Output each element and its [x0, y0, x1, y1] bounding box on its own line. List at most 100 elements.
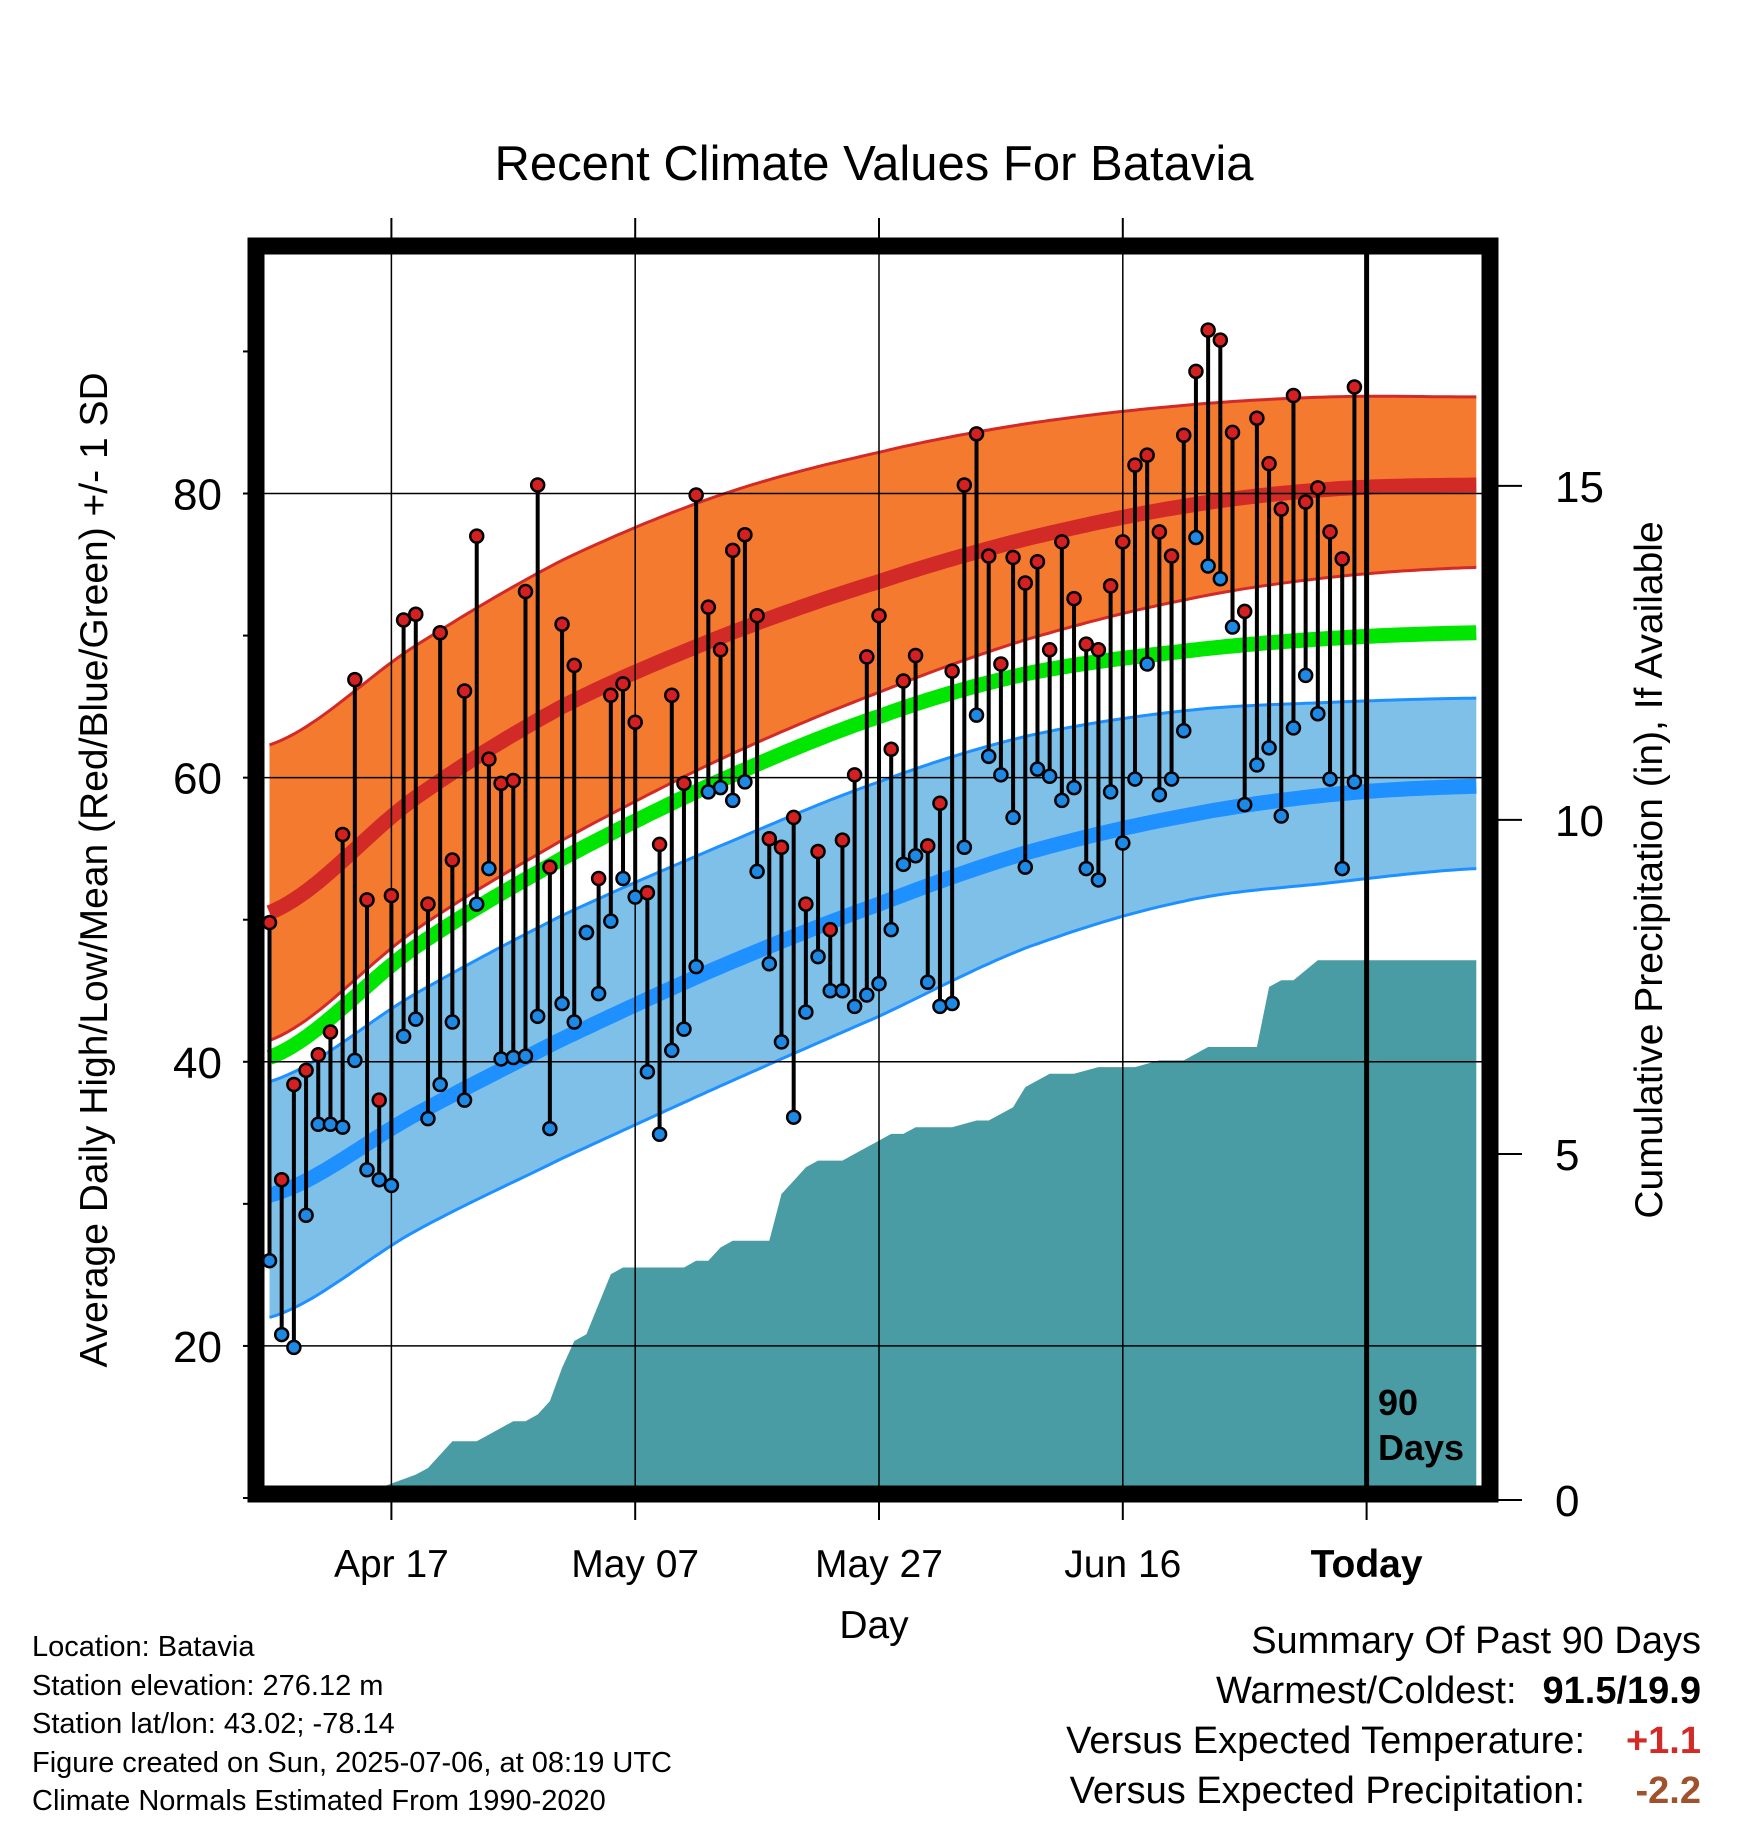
daily-low-point: [712, 779, 729, 796]
daily-high-point: [1041, 642, 1058, 658]
x-axis-label: Day: [839, 1604, 909, 1647]
daily-low-point: [1005, 809, 1021, 826]
daily-low-point: [359, 1162, 375, 1178]
low-sd-band-lower-edge: [269, 867, 1477, 1319]
y-axis-label: Average Daily High/Low/Mean (Red/Blue/Gr…: [73, 372, 116, 1367]
info-created: Figure created on Sun, 2025-07-06, at 08…: [32, 1746, 672, 1779]
warm-cold-value: 91.5/19.9: [1542, 1670, 1701, 1712]
daily-low-point: [1090, 872, 1107, 888]
daily-high-point: [676, 775, 692, 792]
daily-high-point: [566, 657, 582, 674]
plot-area: [261, 252, 1484, 1488]
daily-low-point: [444, 1014, 461, 1030]
daily-high-point: [1090, 642, 1107, 658]
high-sd-band-lower-edge: [268, 565, 1477, 1042]
daily-low-point: [1249, 757, 1265, 773]
daily-low-point: [432, 1076, 448, 1093]
daily-high-point: [846, 767, 863, 783]
daily-low-point: [846, 998, 863, 1015]
low-normal-line: [267, 778, 1477, 1203]
daily-high-point: [1236, 603, 1253, 620]
daily-high-point: [810, 843, 826, 860]
daily-high-point: [1078, 636, 1094, 652]
temp-anomaly-value: +1.1: [1625, 1720, 1701, 1762]
daily-high-point: [481, 751, 497, 767]
daily-high-point: [505, 772, 522, 789]
daily-high-point: [298, 1062, 314, 1079]
daily-high-point: [932, 795, 948, 811]
daily-low-point: [944, 995, 960, 1012]
daily-low-point: [456, 1092, 473, 1108]
daily-low-point: [1054, 792, 1070, 809]
daily-high-point: [529, 477, 546, 493]
daily-high-point: [834, 832, 851, 848]
daily-high-point: [749, 607, 765, 624]
daily-low-point: [980, 748, 997, 765]
daily-high-point: [785, 809, 802, 826]
daily-low-point: [566, 1014, 582, 1030]
daily-low-point: [932, 998, 948, 1015]
plot-frame: [247, 237, 1499, 1503]
daily-high-point: [993, 656, 1009, 672]
daily-low-point: [1261, 740, 1277, 756]
daily-low-point: [505, 1049, 522, 1066]
info-latlon: Station lat/lon: 43.02; -78.14: [32, 1708, 395, 1740]
info-elevation: Station elevation: 276.12 m: [32, 1669, 384, 1702]
daily-low-point: [1041, 768, 1058, 784]
daily-low-point: [273, 1326, 290, 1343]
daily-low-point: [468, 896, 485, 912]
daily-low-point: [968, 707, 985, 723]
daily-high-point: [737, 526, 753, 543]
x-tick-label: May 27: [815, 1543, 943, 1586]
daily-high-point: [1224, 424, 1241, 441]
daily-high-point: [1285, 387, 1302, 404]
daily-high-point: [1200, 322, 1216, 338]
y2-tick-label: 10: [1555, 797, 1604, 846]
mean-normal-line: [266, 625, 1477, 1065]
low-sd-band-upper-edge: [269, 696, 1477, 1084]
daily-low-point: [664, 1042, 680, 1059]
daily-low-point: [749, 863, 765, 880]
daily-low-point: [529, 1008, 546, 1025]
daily-high-point: [1261, 455, 1277, 472]
daily-low-point: [1322, 771, 1338, 787]
daily-high-point: [712, 642, 729, 658]
daily-high-point: [1188, 363, 1204, 380]
y-tick-label: 80: [173, 471, 222, 520]
daily-low-point: [1029, 761, 1046, 777]
daily-low-point: [1236, 796, 1253, 813]
daily-low-point: [956, 839, 973, 856]
temp-anomaly-label: Versus Expected Temperature:: [1066, 1720, 1585, 1762]
daily-low-point: [1297, 667, 1314, 684]
daily-high-point: [980, 548, 997, 564]
daily-low-point: [1127, 771, 1143, 787]
daily-low-point: [810, 948, 826, 965]
daily-high-point: [432, 624, 448, 641]
x-tick-label: Jun 16: [1064, 1543, 1181, 1586]
y2-tick-label: 15: [1555, 463, 1604, 512]
daily-high-point: [1115, 534, 1131, 550]
daily-low-point: [554, 995, 570, 1012]
daily-high-point: [517, 583, 534, 600]
daily-low-point: [408, 1011, 424, 1027]
daily-low-point: [1224, 619, 1241, 635]
daily-low-point: [895, 856, 912, 873]
daily-high-point: [1029, 553, 1046, 570]
daily-high-point: [627, 714, 643, 730]
daily-high-point: [895, 673, 912, 689]
summary-panel: Summary Of Past 90 Days Warmest/Coldest:…: [1066, 1620, 1701, 1820]
daily-low-point: [651, 1126, 668, 1142]
high-sd-band-upper-edge: [268, 394, 1477, 747]
daily-high-point: [1322, 524, 1338, 540]
warm-cold-label: Warmest/Coldest:: [1215, 1670, 1517, 1712]
daily-high-point: [493, 775, 509, 792]
daily-high-point: [1310, 480, 1326, 496]
daily-low-point: [334, 1119, 351, 1135]
daily-low-point: [1212, 571, 1229, 587]
daily-high-point: [664, 687, 680, 704]
daily-high-point: [456, 683, 473, 699]
daily-low-point: [871, 975, 887, 992]
chart-title: Recent Climate Values For Batavia: [495, 137, 1255, 191]
daily-high-point: [468, 528, 485, 544]
daily-high-point: [944, 663, 960, 679]
